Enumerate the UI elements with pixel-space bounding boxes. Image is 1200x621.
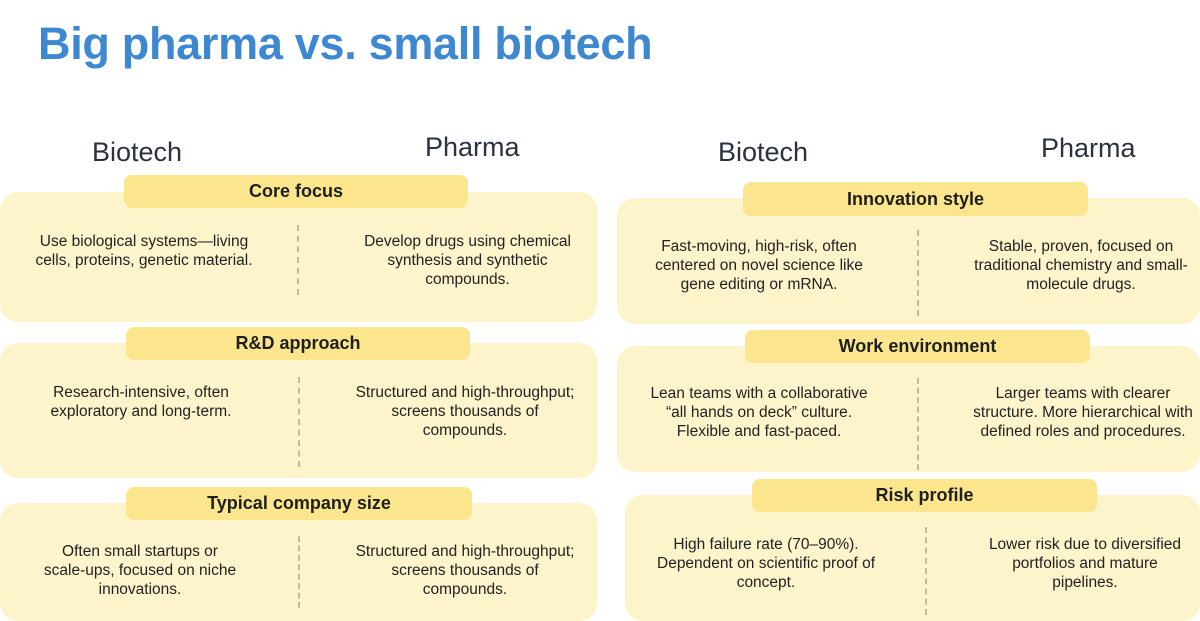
card-label-core-focus: Core focus <box>124 175 468 208</box>
card-label-risk-profile: Risk profile <box>752 479 1097 512</box>
comparison-card-innovation-style <box>617 198 1200 324</box>
pharma-cell-work-environment: Larger teams with clearer structure. Mor… <box>973 385 1193 440</box>
card-label-innovation-style: Innovation style <box>743 182 1088 216</box>
card-divider <box>917 378 919 470</box>
right-pharma-header: Pharma <box>1041 133 1136 163</box>
biotech-cell-company-size: Often small startups or scale-ups, focus… <box>43 543 237 598</box>
right-biotech-header: Biotech <box>718 137 809 167</box>
card-divider <box>298 536 300 608</box>
pharma-cell-risk-profile: Lower risk due to diversified portfolios… <box>988 536 1182 591</box>
biotech-cell-risk-profile: High failure rate (70–90%). Dependent on… <box>657 536 875 591</box>
pharma-cell-company-size: Structured and high-throughput; screens … <box>355 543 575 598</box>
biotech-cell-work-environment: Lean teams with a collaborative “all han… <box>650 385 868 440</box>
card-divider <box>925 527 927 615</box>
left-biotech-header: Biotech <box>92 137 183 167</box>
slide-title: Big pharma vs. small biotech <box>38 18 653 69</box>
biotech-cell-innovation-style: Fast-moving, high-risk, often centered o… <box>655 238 863 293</box>
biotech-cell-rd-approach: Research-intensive, often exploratory an… <box>50 384 232 420</box>
card-label-work-environment: Work environment <box>745 330 1090 363</box>
pharma-cell-core-focus: Develop drugs using chemical synthesis a… <box>364 233 571 288</box>
comparison-card-work-environment <box>617 346 1200 472</box>
card-label-company-size: Typical company size <box>126 487 472 520</box>
biotech-cell-core-focus: Use biological systems—living cells, pro… <box>35 233 253 269</box>
card-divider <box>297 225 299 295</box>
pharma-cell-innovation-style: Stable, proven, focused on traditional c… <box>974 238 1188 293</box>
pharma-cell-rd-approach: Structured and high-throughput; screens … <box>355 384 575 439</box>
comparison-card-risk-profile <box>625 495 1200 621</box>
card-label-rd-approach: R&D approach <box>126 327 470 360</box>
card-divider <box>298 377 300 467</box>
left-pharma-header: Pharma <box>425 132 520 162</box>
card-divider <box>917 230 919 316</box>
